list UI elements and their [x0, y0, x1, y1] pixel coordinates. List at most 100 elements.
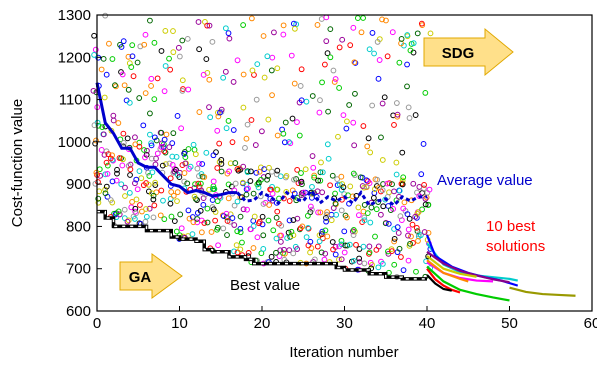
population-marker	[232, 160, 239, 166]
population-marker	[181, 170, 188, 176]
population-marker	[324, 233, 331, 240]
population-marker	[356, 255, 363, 262]
population-marker	[128, 64, 135, 70]
population-marker	[281, 139, 288, 146]
population-marker	[103, 148, 110, 155]
population-marker	[162, 63, 169, 69]
population-marker	[391, 235, 398, 242]
population-marker	[297, 83, 304, 89]
population-marker	[239, 179, 246, 186]
population-marker	[197, 180, 204, 187]
population-marker	[413, 268, 419, 275]
population-marker	[333, 211, 340, 218]
population-marker	[273, 249, 279, 256]
population-marker	[408, 233, 414, 240]
population-marker	[370, 195, 377, 201]
population-marker	[214, 198, 221, 205]
population-marker	[209, 197, 216, 203]
population-marker	[244, 169, 251, 176]
population-marker	[421, 229, 428, 235]
population-marker	[204, 205, 211, 212]
population-marker	[244, 121, 251, 128]
population-marker	[360, 123, 367, 129]
population-marker	[369, 102, 376, 109]
population-marker	[269, 54, 276, 61]
population-marker	[349, 193, 356, 200]
population-marker	[256, 168, 263, 175]
population-marker	[223, 214, 230, 221]
population-marker	[410, 180, 417, 187]
population-marker	[317, 177, 324, 184]
population-marker	[404, 83, 410, 90]
population-marker	[166, 160, 173, 167]
population-marker	[347, 42, 354, 49]
population-marker	[173, 154, 180, 160]
population-marker	[378, 134, 384, 141]
population-marker	[169, 140, 176, 147]
population-marker	[294, 166, 301, 173]
population-marker	[422, 201, 429, 208]
population-marker	[122, 193, 128, 199]
population-marker	[331, 79, 338, 85]
population-marker	[328, 217, 335, 224]
population-marker	[396, 187, 403, 194]
population-marker	[104, 162, 111, 169]
population-marker	[126, 189, 133, 196]
x-tick-label: 20	[254, 315, 271, 332]
population-marker	[340, 112, 347, 119]
x-tick-label: 60	[584, 315, 597, 332]
population-marker	[268, 67, 275, 74]
population-marker	[151, 202, 158, 209]
population-marker	[230, 127, 237, 133]
population-marker	[178, 225, 185, 232]
population-marker	[391, 238, 398, 245]
population-marker	[269, 92, 275, 99]
population-marker	[97, 172, 104, 179]
population-marker	[308, 245, 315, 252]
population-marker	[187, 163, 194, 170]
population-marker	[184, 35, 191, 42]
population-marker	[319, 79, 325, 86]
population-marker	[291, 80, 298, 87]
population-marker	[305, 225, 311, 231]
population-marker	[413, 224, 420, 231]
population-marker	[95, 122, 102, 129]
x-axis-label: Iteration number	[289, 344, 398, 361]
population-marker	[389, 181, 395, 188]
population-marker	[394, 113, 401, 120]
population-marker	[237, 225, 244, 232]
population-marker	[383, 17, 389, 24]
population-marker	[110, 112, 117, 119]
population-marker	[350, 119, 357, 126]
population-marker	[250, 223, 257, 230]
population-marker	[166, 144, 173, 151]
population-marker	[229, 215, 236, 221]
population-marker	[243, 191, 250, 198]
population-marker	[317, 97, 323, 104]
population-marker	[298, 97, 305, 104]
population-marker	[195, 180, 202, 187]
x-axis-ticks: 0 10 20 30 40 50 60	[93, 306, 597, 332]
population-marker	[339, 181, 346, 187]
population-marker	[103, 159, 110, 166]
population-marker	[391, 261, 398, 268]
population-marker	[148, 83, 154, 89]
population-marker	[375, 264, 382, 271]
population-marker	[291, 25, 298, 32]
sdg-curve	[426, 274, 452, 292]
y-axis-ticks: 600 700 800 900 1000 1100 1200 1300	[58, 7, 102, 320]
population-marker	[170, 130, 177, 137]
population-marker	[137, 202, 143, 208]
population-marker	[373, 246, 380, 253]
population-marker	[121, 82, 128, 89]
population-marker	[220, 74, 227, 81]
population-marker	[371, 50, 377, 57]
population-marker	[322, 250, 329, 257]
population-marker	[160, 144, 167, 150]
population-marker	[400, 174, 407, 181]
population-marker	[382, 220, 389, 227]
population-marker	[332, 200, 339, 207]
y-tick-label: 1300	[58, 7, 91, 24]
population-marker	[237, 229, 244, 236]
population-marker	[319, 189, 326, 196]
